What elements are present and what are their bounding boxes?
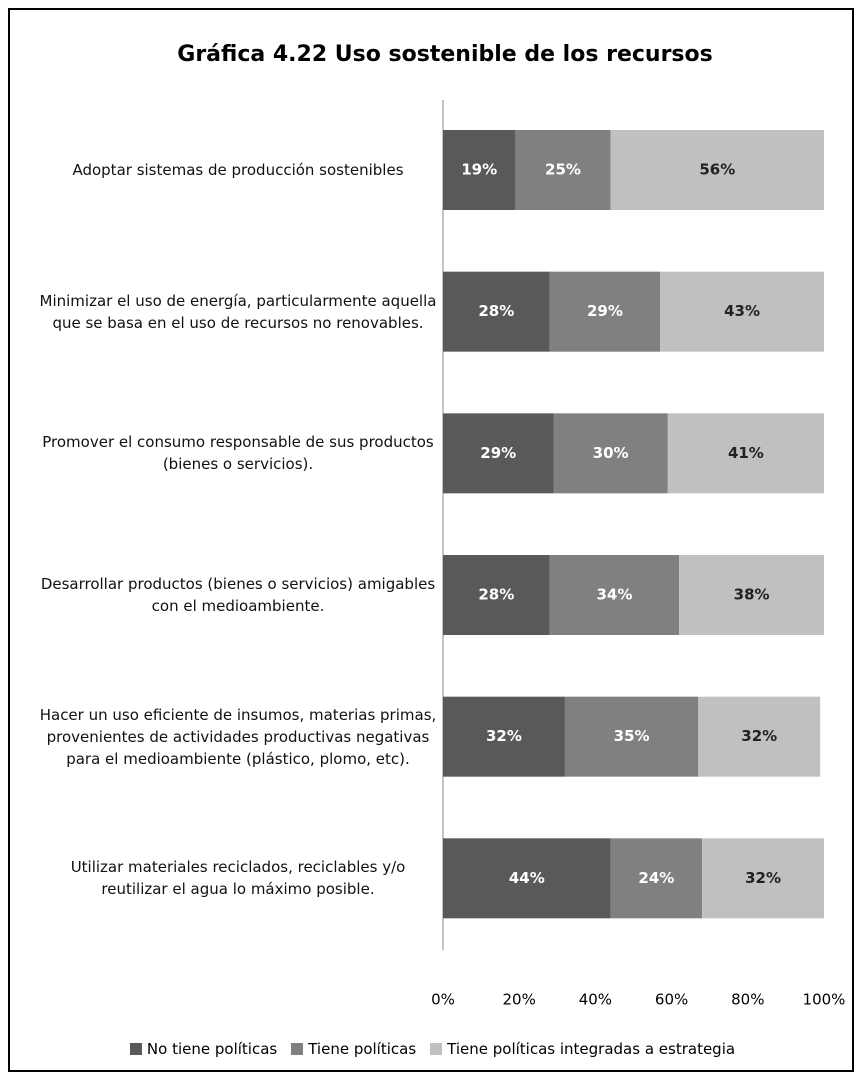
legend-label: Tiene políticas: [308, 1040, 417, 1058]
bar-segment: [515, 130, 611, 210]
bar-segment: [667, 413, 824, 494]
bar-segment: [553, 413, 668, 494]
category-label: Minimizar el uso de energía, particularm…: [39, 291, 437, 332]
category-label: Adoptar sistemas de producción sostenibl…: [72, 161, 404, 179]
legend-item: No tiene políticas: [129, 1040, 278, 1058]
category-label: Desarrollar productos (bienes o servicio…: [40, 575, 436, 615]
bar-segment: [549, 271, 661, 352]
bar-segment: [443, 130, 516, 210]
chart-frame: [8, 8, 854, 1072]
bar-segment: [443, 696, 565, 777]
value-label: 30%: [593, 444, 629, 462]
value-label: 35%: [614, 727, 650, 745]
value-label: 28%: [478, 586, 514, 604]
category-label: Promover el consumo responsable de sus p…: [42, 433, 434, 474]
bar-segment: [698, 696, 821, 777]
legend-swatch: [291, 1043, 304, 1055]
bar-segment: [610, 130, 824, 210]
value-label: 28%: [478, 302, 514, 320]
bar-segment: [443, 555, 550, 635]
chart-title: Gráfica 4.22 Uso sostenible de los recur…: [177, 42, 712, 67]
legend-label: No tiene políticas: [146, 1040, 278, 1058]
x-tick-label: 20%: [503, 991, 536, 1009]
legend-swatch: [430, 1043, 443, 1055]
legend-label: Tiene políticas integradas a estrategia: [447, 1040, 736, 1058]
x-tick-label: 40%: [579, 991, 612, 1009]
value-label: 32%: [745, 869, 781, 887]
value-label: 19%: [461, 161, 497, 179]
legend: No tiene políticas Tiene políticas Tiene p…: [0, 1040, 865, 1058]
bar-segment: [443, 271, 550, 352]
bar-segment: [679, 555, 824, 635]
value-label: 24%: [638, 869, 674, 887]
value-label: 32%: [741, 727, 777, 745]
bar-segment: [549, 555, 680, 635]
x-tick-label: 100%: [803, 991, 846, 1009]
bar-segment: [443, 413, 554, 494]
bar-segment: [660, 271, 824, 352]
x-tick-label: 80%: [731, 991, 764, 1009]
value-label: 44%: [509, 869, 545, 887]
value-label: 32%: [486, 727, 522, 745]
category-label: Utilizar materiales reciclados, reciclab…: [70, 858, 406, 899]
x-tick-label: 60%: [655, 991, 688, 1009]
value-label: 29%: [480, 444, 516, 462]
legend-item: Tiene políticas integradas a estrategia: [430, 1040, 735, 1058]
bar-segment: [610, 838, 703, 919]
bar-segment: [443, 838, 611, 919]
bar-segment: [702, 838, 824, 919]
value-label: 38%: [734, 586, 770, 604]
value-label: 41%: [728, 444, 764, 462]
legend-item: Tiene políticas: [291, 1040, 416, 1058]
value-label: 34%: [596, 586, 632, 604]
x-tick-label: 0%: [431, 991, 455, 1009]
legend-swatch: [129, 1043, 142, 1055]
bar-segment: [564, 696, 699, 777]
value-label: 25%: [545, 161, 581, 179]
category-label: Hacer un uso eficiente de insumos, mater…: [39, 705, 437, 768]
value-label: 56%: [699, 161, 735, 179]
value-label: 43%: [724, 302, 760, 320]
value-label: 29%: [587, 302, 623, 320]
